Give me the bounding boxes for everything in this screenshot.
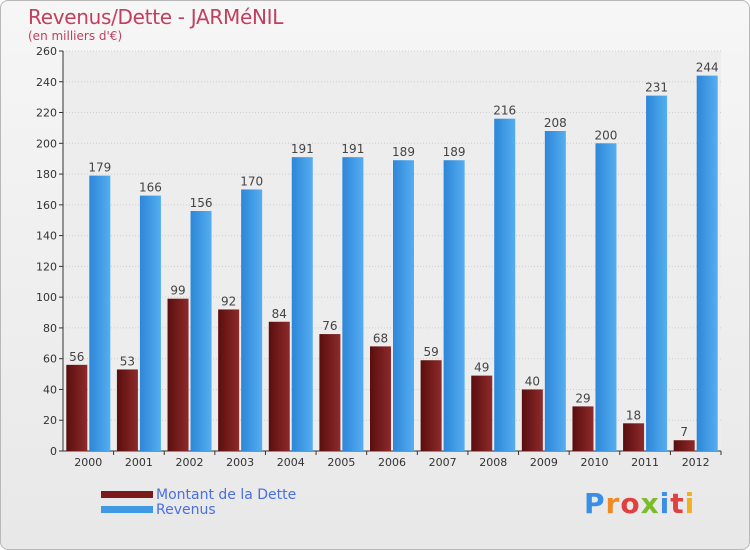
- y-tick-label: 260: [36, 45, 57, 58]
- data-label-revenus: 191: [341, 142, 364, 156]
- legend-label-revenus: Revenus: [156, 501, 216, 518]
- bar-dette: [116, 369, 138, 451]
- x-tick-label: 2006: [378, 456, 406, 469]
- logo-letter: t: [670, 487, 685, 520]
- bar-dette: [370, 346, 391, 451]
- proxiti-logo: Proxiti: [584, 487, 695, 520]
- data-label-dette: 92: [221, 294, 236, 308]
- bar-dette: [319, 334, 341, 451]
- y-tick-label: 120: [36, 260, 57, 273]
- bar-revenus: [595, 143, 617, 452]
- y-tick-label: 200: [36, 137, 57, 150]
- bar-dette: [218, 309, 240, 451]
- data-label-revenus: 189: [392, 145, 415, 159]
- bar-dette: [471, 375, 493, 451]
- data-label-dette: 76: [322, 319, 337, 333]
- data-label-dette: 40: [525, 374, 540, 388]
- bar-revenus: [241, 189, 263, 451]
- x-tick-label: 2004: [277, 456, 305, 469]
- logo-letter: i: [659, 487, 671, 520]
- data-label-dette: 99: [170, 284, 185, 298]
- data-label-dette: 7: [680, 425, 688, 439]
- x-tick-label: 2003: [226, 456, 254, 469]
- logo-letter: o: [620, 487, 641, 520]
- bar-revenus: [494, 118, 516, 451]
- legend-swatch-revenus: [101, 506, 153, 513]
- legend-label-dette: Montant de la Dette: [156, 486, 297, 503]
- legend-item-dette: Montant de la Dette: [101, 486, 297, 503]
- y-tick-label: 100: [36, 291, 57, 304]
- data-label-dette: 18: [626, 408, 641, 422]
- y-tick-label: 0: [50, 445, 57, 458]
- x-tick-label: 2009: [530, 456, 558, 469]
- bar-dette: [572, 406, 594, 451]
- bar-revenus: [646, 95, 668, 451]
- y-tick-label: 140: [36, 230, 57, 243]
- legend-swatch-dette: [101, 491, 153, 498]
- bar-dette: [66, 364, 88, 451]
- data-label-revenus: 200: [595, 128, 618, 142]
- data-label-dette: 29: [575, 391, 590, 405]
- legend: Montant de la Dette Revenus: [101, 486, 297, 518]
- bar-dette: [673, 440, 695, 451]
- data-label-revenus: 156: [190, 196, 213, 210]
- bar-dette: [521, 389, 543, 451]
- data-label-revenus: 191: [291, 142, 314, 156]
- y-tick-label: 60: [43, 353, 57, 366]
- bar-dette: [268, 321, 290, 451]
- x-tick-label: 2012: [682, 456, 710, 469]
- bar-dette: [420, 360, 442, 451]
- x-tick-label: 2005: [327, 456, 355, 469]
- data-label-dette: 56: [69, 350, 84, 364]
- bar-dette: [167, 298, 189, 451]
- logo-letter: x: [640, 487, 660, 520]
- bar-revenus: [544, 131, 566, 451]
- bar-revenus: [696, 75, 718, 451]
- bar-revenus: [291, 157, 313, 451]
- x-tick-label: 2010: [580, 456, 608, 469]
- bar-revenus: [139, 195, 161, 451]
- y-tick-label: 180: [36, 168, 57, 181]
- legend-item-revenus: Revenus: [101, 501, 296, 518]
- data-label-revenus: 179: [88, 161, 111, 175]
- plot-area: [63, 51, 721, 451]
- bar-revenus: [342, 157, 364, 451]
- data-label-dette: 53: [120, 354, 135, 368]
- y-tick-label: 160: [36, 199, 57, 212]
- data-label-dette: 49: [474, 361, 489, 375]
- data-label-revenus: 166: [139, 181, 162, 195]
- logo-letter: i: [684, 487, 696, 520]
- x-tick-label: 2002: [176, 456, 204, 469]
- data-label-dette: 59: [423, 345, 438, 359]
- y-tick-label: 80: [43, 322, 57, 335]
- data-label-dette: 84: [272, 307, 287, 321]
- x-tick-label: 2011: [631, 456, 659, 469]
- data-label-revenus: 189: [443, 145, 466, 159]
- y-tick-label: 220: [36, 107, 57, 120]
- chart-subtitle: (en milliers d'€): [28, 29, 123, 43]
- logo-letter: r: [605, 487, 621, 520]
- bar-revenus: [190, 211, 212, 451]
- data-label-revenus: 170: [240, 174, 263, 188]
- data-label-revenus: 208: [544, 116, 567, 130]
- data-label-revenus: 244: [696, 61, 719, 75]
- bar-revenus: [443, 160, 465, 451]
- bar-revenus: [89, 175, 111, 451]
- data-label-revenus: 216: [493, 104, 516, 118]
- y-tick-label: 240: [36, 76, 57, 89]
- bar-revenus: [393, 160, 414, 451]
- y-tick-label: 20: [43, 414, 57, 427]
- y-tick-label: 40: [43, 383, 57, 396]
- data-label-dette: 68: [373, 331, 388, 345]
- data-label-revenus: 231: [645, 81, 668, 95]
- x-tick-label: 2007: [429, 456, 457, 469]
- x-tick-label: 2001: [125, 456, 153, 469]
- bar-dette: [623, 423, 645, 451]
- chart-title: Revenus/Dette - JARMéNIL: [28, 5, 284, 29]
- x-tick-label: 2000: [74, 456, 102, 469]
- x-tick-label: 2008: [479, 456, 507, 469]
- logo-letter: P: [584, 487, 606, 520]
